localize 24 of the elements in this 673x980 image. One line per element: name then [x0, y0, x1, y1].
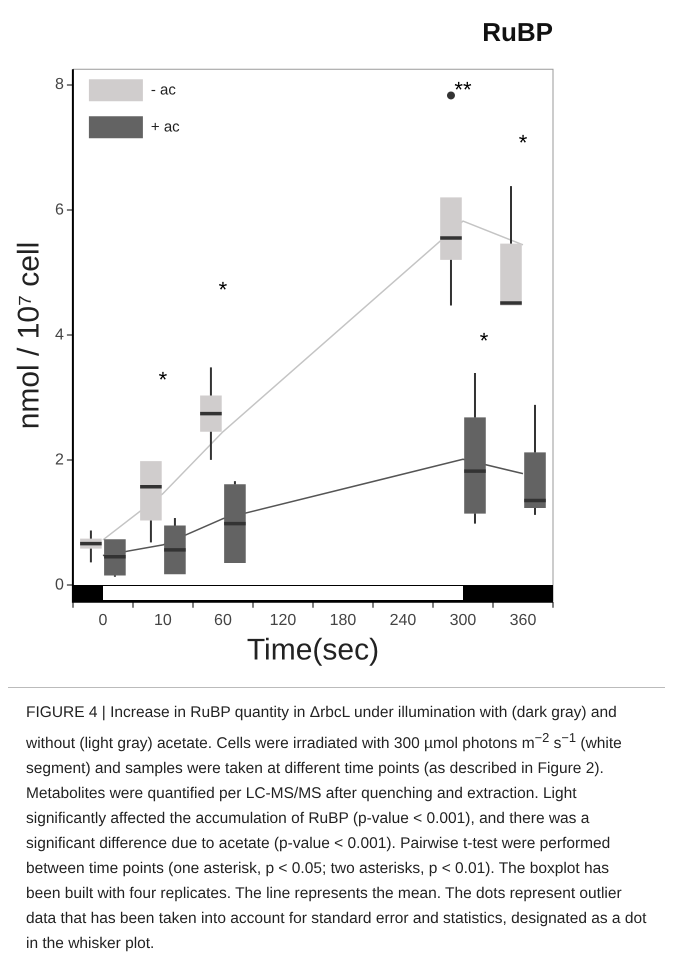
- legend-label: + ac: [150, 118, 180, 136]
- x-axis-title: Time(sec): [246, 633, 380, 666]
- x-tick-label: 60: [214, 612, 232, 629]
- annotation: *: [218, 276, 228, 302]
- y-tick-label: 2: [54, 451, 64, 468]
- x-tick-label: 10: [154, 612, 172, 629]
- x-tick-label: 120: [270, 612, 296, 629]
- x-tick-label: 300: [450, 612, 476, 629]
- annotation: *: [518, 130, 528, 156]
- text: FIGURE 4 | Increase in RuBP quantity in ΔrbcL under illumination with (dark gray) and without (light gray) acetate. Cells were irradiated with 300 µmol photons m$^{−2}$ s$^{−1}$ (white segment) and samples were taken at different time points (as described in Figure 2). Metabolites were quantified per LC-MS/MS after quenching and extraction. Light significantly affected the accumulation of RuBP (p-value < 0.001), and there was a significant difference due to acetate (p-value < 0.001). Pairwise t-test were performed between time points (one asterisk, p < 0.05; two asterisks, p < 0.01). The boxplot has been built with four replicates. The line represents the mean. The dots represent outlier data that has been taken into account for standard error and statistics, designated as a dot in the whisker plot.: [26, 704, 646, 952]
- x-tick-label: 240: [390, 612, 416, 629]
- annotation: *: [158, 367, 168, 392]
- annotation: *: [478, 328, 490, 352]
- y-tick-label: 8: [54, 76, 64, 94]
- annotation: **: [453, 77, 473, 102]
- x-tick-label: 0: [98, 612, 108, 629]
- y-tick-label: 6: [54, 201, 64, 218]
- x-tick-label: 360: [510, 612, 536, 629]
- y-tick-label: 4: [54, 326, 64, 344]
- legend-label: - ac: [150, 81, 176, 98]
- y-tick-label: 0: [54, 576, 64, 594]
- chart-title: RuBP: [482, 16, 553, 47]
- x-tick-label: 180: [330, 612, 356, 629]
- y-axis-title: nmol / 10⁷ cell: [12, 242, 46, 430]
